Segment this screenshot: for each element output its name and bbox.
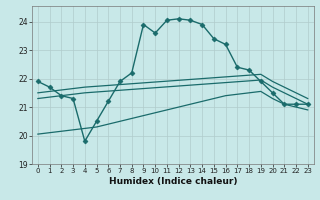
X-axis label: Humidex (Indice chaleur): Humidex (Indice chaleur) [108,177,237,186]
